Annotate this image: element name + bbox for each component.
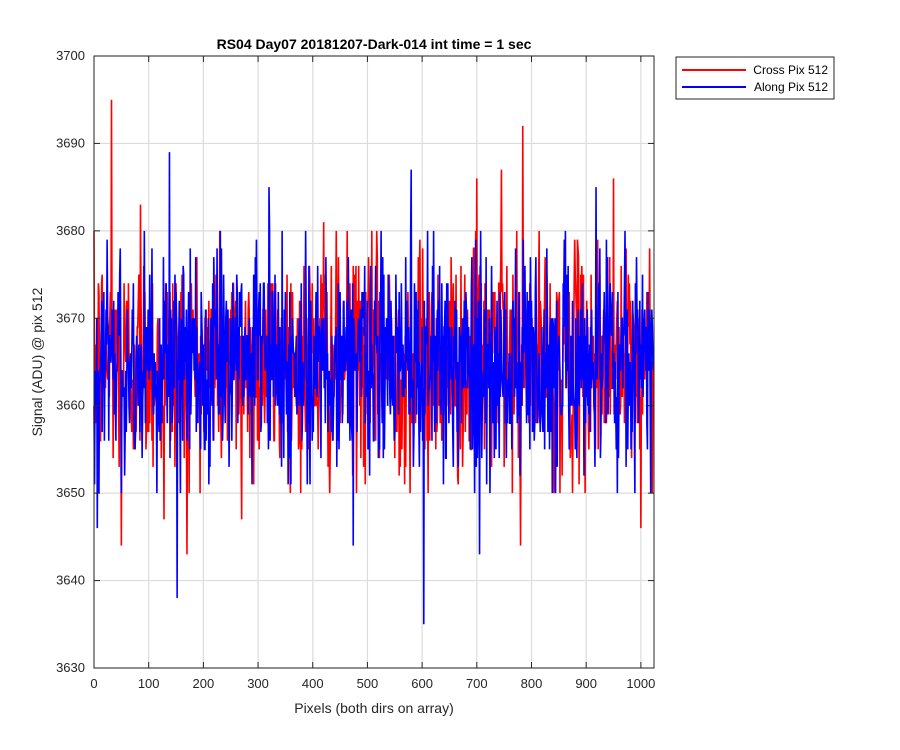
- y-tick-label: 3640: [56, 573, 85, 588]
- x-tick-label: 500: [357, 676, 379, 691]
- series-layer: [93, 99, 655, 625]
- x-tick-label: 400: [302, 676, 324, 691]
- legend-box: [675, 56, 835, 100]
- y-tick-label: 3630: [56, 660, 85, 675]
- x-tick-label: 300: [247, 676, 269, 691]
- legend-entry-label: Along Pix 512: [754, 80, 828, 94]
- x-tick-label: 800: [521, 676, 543, 691]
- y-tick-label: 3680: [56, 223, 85, 238]
- x-tick-label: 100: [138, 676, 160, 691]
- y-tick-label: 3650: [56, 485, 85, 500]
- axis-ticks: 0 100 200 300 400 500 600 700 800 900 1000 3630 3640…: [56, 48, 655, 691]
- legend-entry-label: Cross Pix 512: [753, 63, 828, 77]
- x-tick-label: 700: [466, 676, 488, 691]
- legend: Cross Pix 512 Along Pix 512: [675, 56, 835, 100]
- x-tick-label: 600: [411, 676, 433, 691]
- y-axis-label: Signal (ADU) @ pix 512: [29, 287, 45, 436]
- chart-title: RS04 Day07 20181207-Dark-014 int time = …: [217, 36, 532, 52]
- x-tick-label: 0: [90, 676, 97, 691]
- series-line-2: [93, 152, 655, 625]
- y-tick-label: 3700: [56, 48, 85, 63]
- plot-frame: [93, 55, 655, 669]
- x-axis-label: Pixels (both dirs on array): [294, 700, 454, 716]
- x-tick-label: 900: [575, 676, 597, 691]
- x-tick-label: 1000: [626, 676, 655, 691]
- y-tick-label: 3690: [56, 135, 85, 150]
- x-tick-label: 200: [193, 676, 215, 691]
- y-tick-label: 3670: [56, 310, 85, 325]
- y-tick-label: 3660: [56, 398, 85, 413]
